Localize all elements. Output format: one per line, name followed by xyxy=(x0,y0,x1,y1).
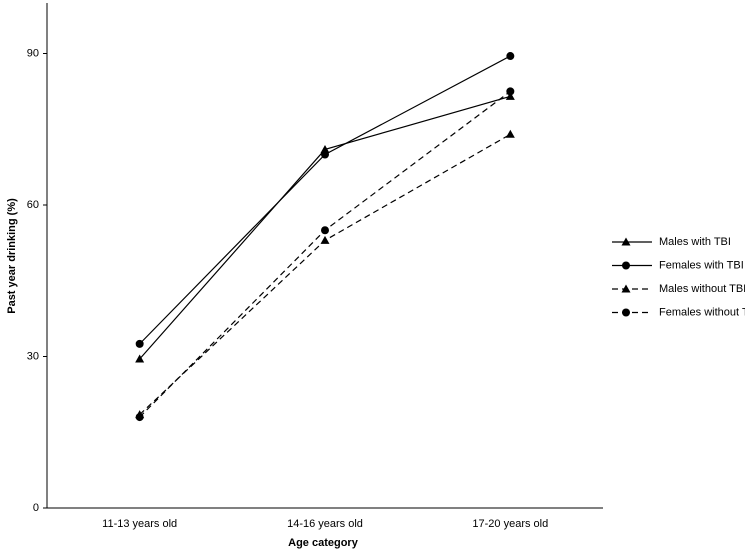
legend-marker xyxy=(622,308,630,317)
marker xyxy=(321,150,329,159)
legend-marker xyxy=(622,261,630,270)
x-tick-label: 11-13 years old xyxy=(102,518,177,530)
y-tick-label: 90 xyxy=(27,47,39,59)
marker xyxy=(505,129,515,138)
marker xyxy=(135,339,144,348)
x-tick-label: 14-16 years old xyxy=(287,518,363,530)
x-tick-label: 17-20 years old xyxy=(472,518,548,530)
series-line xyxy=(139,55,511,345)
marker xyxy=(320,235,330,244)
legend-label: Males with TBI xyxy=(659,236,731,248)
legend-label: Females with TBI xyxy=(659,259,744,271)
marker xyxy=(135,354,145,363)
legend-label: Males without TBI xyxy=(659,283,745,295)
marker xyxy=(506,52,515,61)
series-line xyxy=(139,90,511,418)
legend-label: Females without TBI xyxy=(659,306,745,318)
marker xyxy=(135,413,144,422)
x-axis-label: Age category xyxy=(288,537,359,549)
series-line xyxy=(139,133,511,416)
marker xyxy=(505,91,515,100)
y-axis-label: Past year drinking (%) xyxy=(6,198,18,314)
y-tick-label: 30 xyxy=(27,350,39,362)
marker xyxy=(506,87,515,96)
legend-marker xyxy=(621,284,631,293)
y-tick-label: 60 xyxy=(27,199,39,211)
marker xyxy=(320,144,330,153)
legend-marker xyxy=(621,237,631,246)
marker xyxy=(321,226,329,235)
y-tick-label: 0 xyxy=(33,502,39,514)
